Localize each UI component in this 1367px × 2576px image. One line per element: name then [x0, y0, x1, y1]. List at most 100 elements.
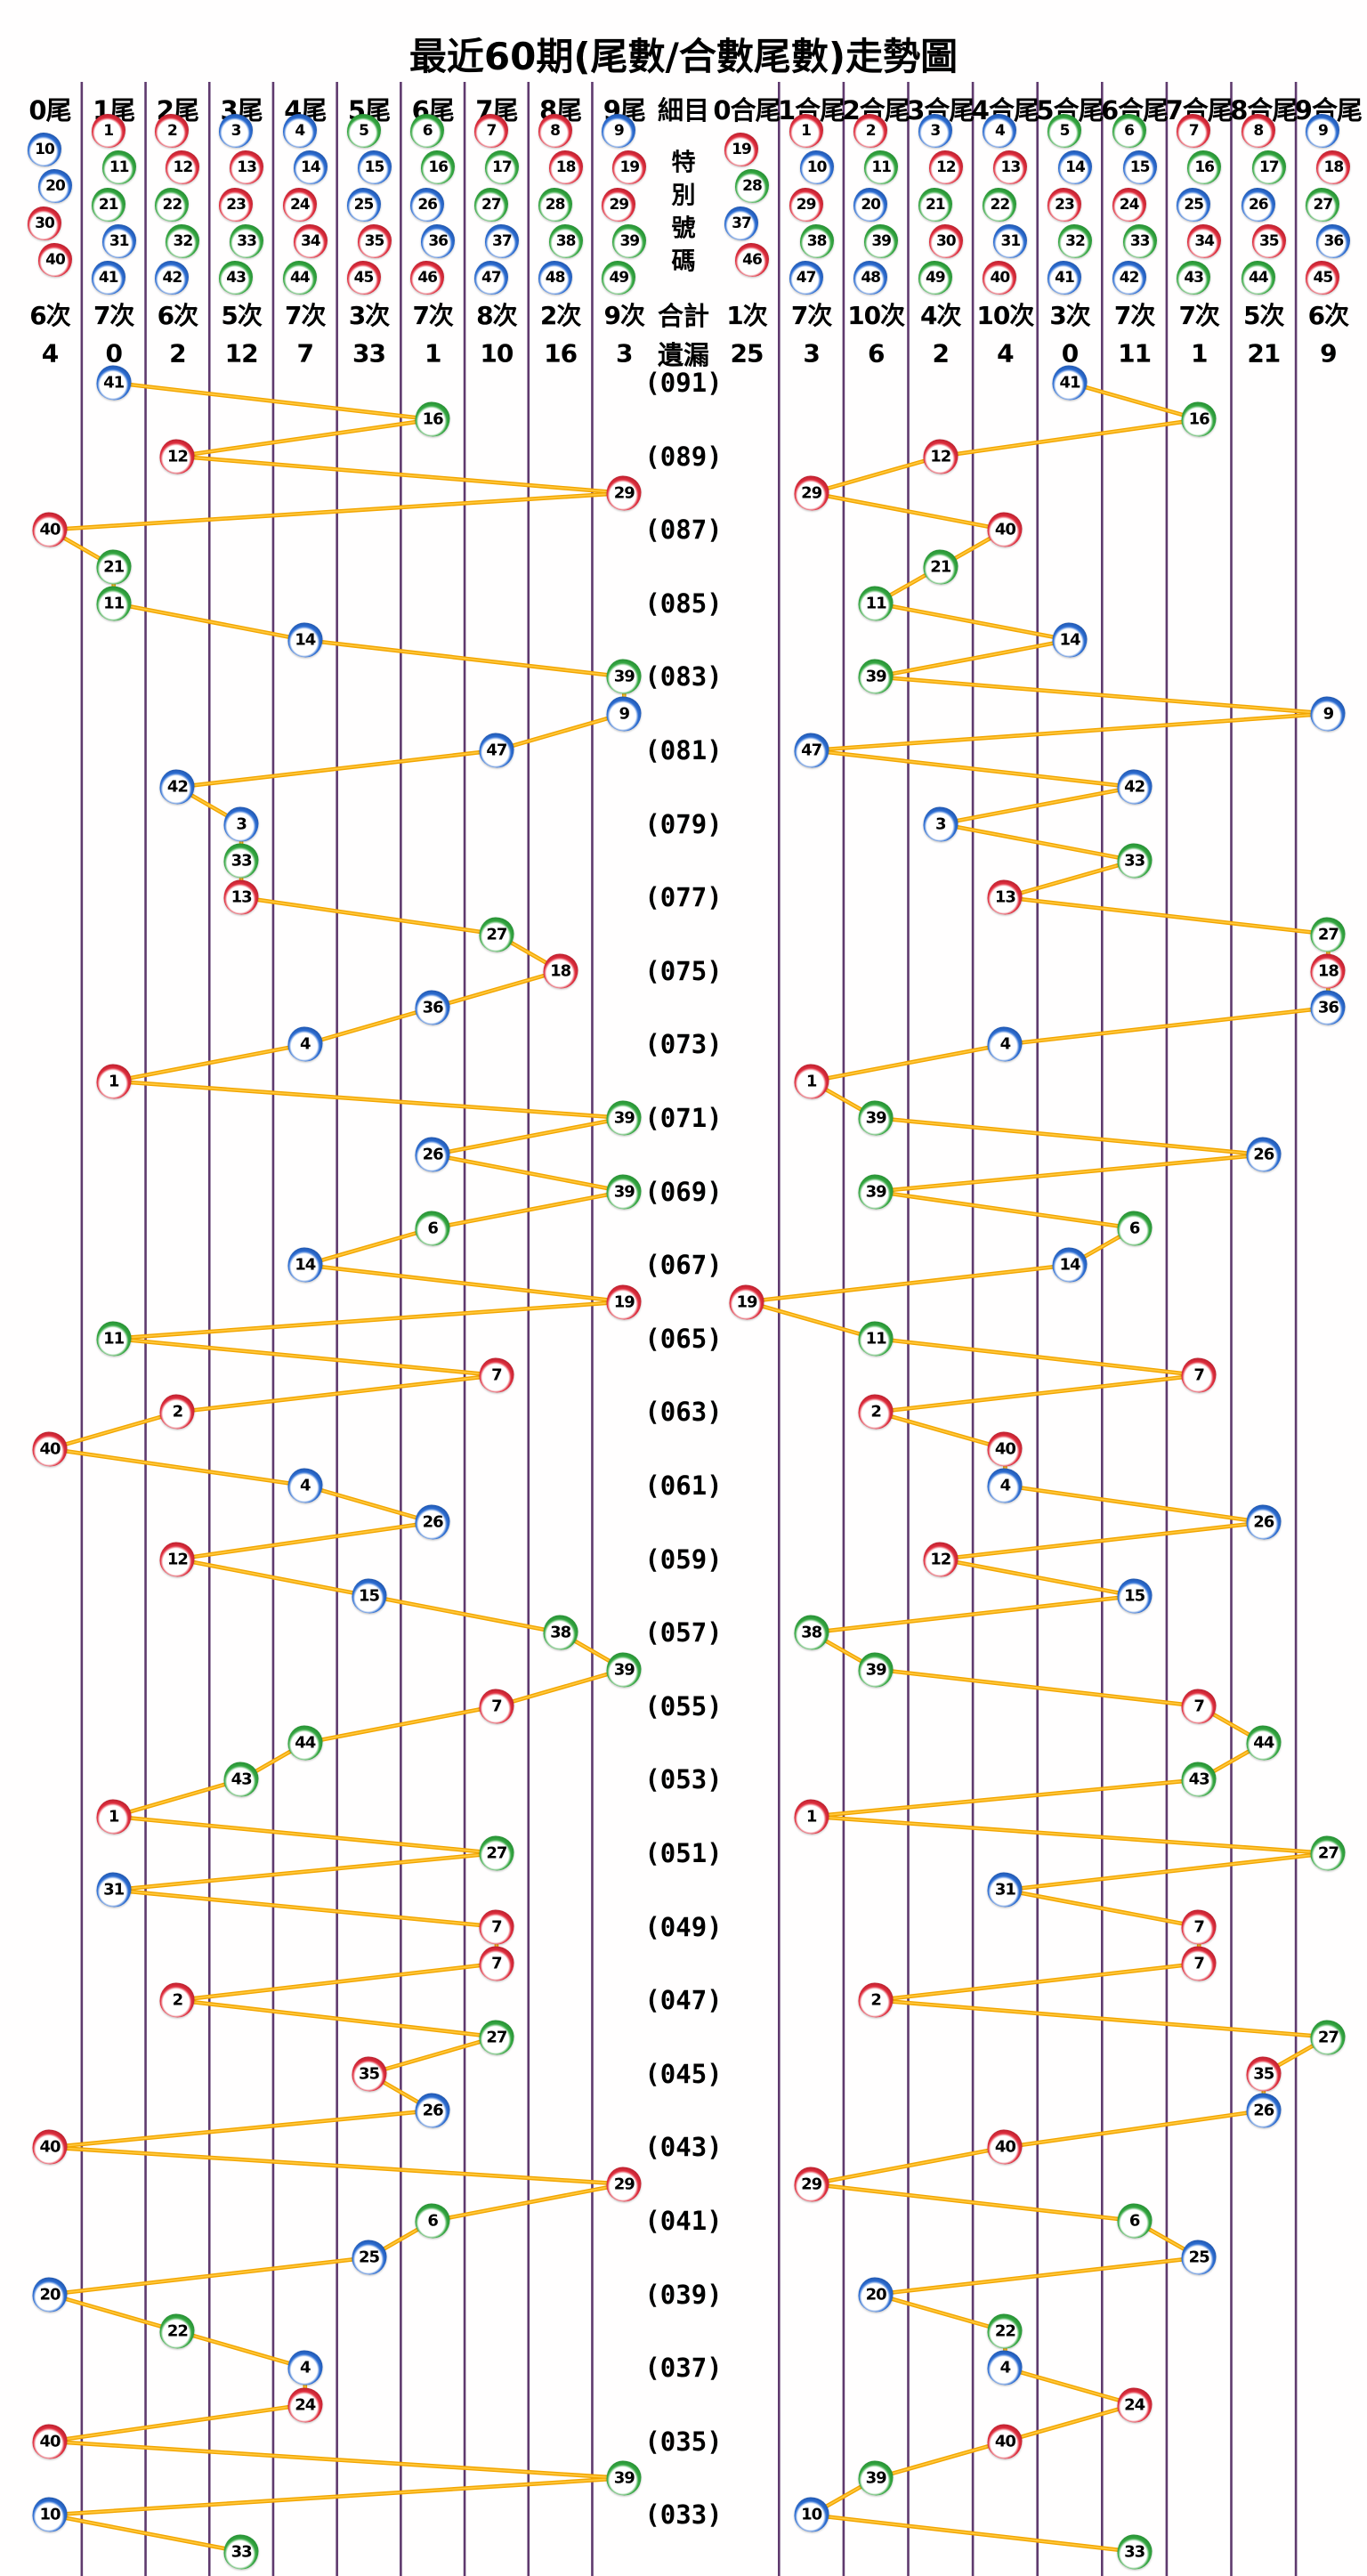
legend-ball-41: 41	[1047, 261, 1081, 296]
legend-ball-12: 12	[928, 150, 963, 185]
draw-ball-right-31: 31	[987, 1872, 1023, 1908]
legend-ball-24: 24	[282, 187, 317, 222]
legend-ball-38: 38	[799, 223, 834, 258]
legend-ball-2: 2	[853, 114, 888, 148]
legend-ball-37: 37	[724, 206, 758, 240]
period-label-(057): (057)	[644, 1617, 723, 1648]
period-label-(053): (053)	[644, 1764, 723, 1795]
legend-ball-30: 30	[928, 223, 963, 258]
miss-5尾: 33	[352, 338, 386, 369]
legend-ball-35: 35	[357, 223, 392, 258]
legend-ball-28: 28	[538, 187, 572, 222]
draw-ball-right-15: 15	[1117, 1578, 1153, 1614]
count-7尾: 8次	[476, 301, 517, 330]
draw-ball-right-7: 7	[1181, 1357, 1217, 1393]
detail-column-header: 細目	[657, 95, 710, 126]
draw-ball-left-43: 43	[223, 1762, 259, 1797]
count-2合尾: 10次	[847, 301, 905, 330]
draw-ball-left-9: 9	[606, 696, 642, 732]
legend-ball-8: 8	[1241, 114, 1275, 148]
legend-ball-4: 4	[983, 114, 1017, 148]
legend-ball-6: 6	[410, 114, 445, 148]
draw-ball-right-27: 27	[1310, 1835, 1346, 1871]
legend-ball-23: 23	[219, 187, 254, 222]
legend-ball-39: 39	[612, 223, 647, 258]
count-2尾: 6次	[157, 301, 198, 330]
legend-ball-30: 30	[28, 206, 61, 240]
legend-ball-20: 20	[38, 169, 72, 204]
count-4合尾: 10次	[976, 301, 1034, 330]
column-header-0合尾: 0合尾	[713, 95, 781, 126]
count-5尾: 3次	[348, 301, 390, 330]
draw-ball-left-12: 12	[159, 1542, 195, 1577]
legend-ball-28: 28	[735, 169, 769, 204]
period-label-(079): (079)	[644, 808, 723, 839]
draw-ball-left-4: 4	[287, 2350, 323, 2386]
draw-ball-right-40: 40	[987, 512, 1023, 547]
draw-ball-right-38: 38	[794, 1615, 829, 1650]
draw-ball-left-27: 27	[479, 2020, 514, 2054]
legend-ball-25: 25	[346, 187, 381, 222]
legend-ball-16: 16	[1187, 150, 1222, 185]
period-label-(067): (067)	[644, 1250, 723, 1281]
draw-ball-right-39: 39	[858, 1174, 894, 1210]
legend-ball-5: 5	[1047, 114, 1081, 148]
legend-ball-15: 15	[357, 150, 392, 185]
draw-ball-left-40: 40	[32, 2129, 68, 2165]
legend-ball-14: 14	[293, 150, 328, 185]
draw-ball-left-44: 44	[287, 1725, 323, 1761]
draw-ball-right-18: 18	[1310, 953, 1346, 989]
legend-ball-48: 48	[538, 261, 572, 296]
draw-ball-left-39: 39	[606, 1174, 642, 1210]
draw-ball-left-47: 47	[479, 733, 514, 768]
legend-ball-1: 1	[91, 114, 125, 148]
period-label-(091): (091)	[644, 368, 723, 398]
draw-ball-left-4: 4	[287, 1468, 323, 1503]
count-8尾: 2次	[539, 301, 581, 330]
count-6尾: 7次	[412, 301, 453, 330]
draw-ball-right-4: 4	[987, 1468, 1023, 1503]
period-label-(041): (041)	[644, 2206, 723, 2236]
draw-ball-right-29: 29	[794, 2167, 829, 2202]
draw-ball-left-39: 39	[606, 659, 642, 694]
draw-ball-left-41: 41	[96, 365, 132, 401]
legend-ball-22: 22	[155, 187, 190, 222]
draw-ball-right-40: 40	[987, 2424, 1023, 2459]
legend-ball-37: 37	[484, 223, 519, 258]
miss-7尾: 10	[480, 338, 514, 369]
draw-ball-left-29: 29	[606, 2167, 642, 2202]
special-number-label-char: 號	[671, 215, 696, 243]
miss-3尾: 12	[224, 338, 259, 369]
draw-ball-right-27: 27	[1310, 2020, 1346, 2054]
legend-ball-49: 49	[602, 261, 636, 296]
legend-ball-29: 29	[602, 187, 636, 222]
draw-ball-right-43: 43	[1181, 1762, 1217, 1797]
legend-ball-26: 26	[1241, 187, 1275, 222]
period-label-(071): (071)	[644, 1103, 723, 1133]
count-0尾: 6次	[29, 301, 70, 330]
legend-ball-1: 1	[789, 114, 823, 148]
legend-ball-14: 14	[1058, 150, 1092, 185]
draw-ball-right-39: 39	[858, 1652, 894, 1687]
draw-ball-left-7: 7	[479, 1909, 514, 1945]
legend-ball-3: 3	[918, 114, 952, 148]
legend-ball-19: 19	[612, 150, 647, 185]
legend-ball-46: 46	[735, 242, 769, 277]
draw-ball-left-21: 21	[96, 549, 132, 584]
draw-ball-left-1: 1	[96, 1064, 132, 1099]
draw-ball-left-2: 2	[159, 1982, 195, 2018]
draw-ball-right-9: 9	[1310, 696, 1346, 732]
period-label-(087): (087)	[644, 514, 723, 546]
miss-8合尾: 21	[1247, 338, 1281, 369]
miss-6合尾: 11	[1118, 338, 1152, 369]
legend-ball-45: 45	[346, 261, 381, 296]
period-label-(047): (047)	[644, 1985, 723, 2016]
draw-ball-left-27: 27	[479, 917, 514, 952]
draw-ball-left-27: 27	[479, 1835, 514, 1871]
draw-ball-right-12: 12	[923, 1542, 959, 1577]
draw-ball-right-19: 19	[729, 1284, 764, 1319]
draw-ball-right-47: 47	[794, 733, 829, 768]
draw-ball-right-13: 13	[987, 879, 1023, 915]
legend-ball-9: 9	[602, 114, 636, 148]
